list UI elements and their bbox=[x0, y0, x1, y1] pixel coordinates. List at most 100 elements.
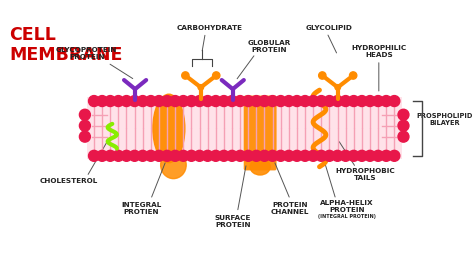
Circle shape bbox=[332, 95, 343, 106]
Circle shape bbox=[89, 95, 100, 106]
Text: HYDROPHOBIC
TAILS: HYDROPHOBIC TAILS bbox=[335, 168, 395, 181]
Circle shape bbox=[227, 95, 237, 106]
Circle shape bbox=[300, 150, 310, 161]
Circle shape bbox=[162, 95, 173, 106]
Circle shape bbox=[356, 150, 367, 161]
Circle shape bbox=[316, 95, 327, 106]
Text: GLOBULAR
PROTEIN: GLOBULAR PROTEIN bbox=[247, 40, 291, 53]
Text: CHOLESTEROL: CHOLESTEROL bbox=[39, 178, 98, 184]
Circle shape bbox=[219, 150, 229, 161]
Text: CELL
MEMBRANE: CELL MEMBRANE bbox=[9, 26, 122, 64]
Circle shape bbox=[267, 150, 278, 161]
Circle shape bbox=[324, 95, 335, 106]
Circle shape bbox=[373, 95, 383, 106]
Text: (INTEGRAL PROTEIN): (INTEGRAL PROTEIN) bbox=[318, 214, 376, 219]
Circle shape bbox=[202, 95, 213, 106]
Circle shape bbox=[186, 95, 197, 106]
Circle shape bbox=[170, 95, 181, 106]
Circle shape bbox=[198, 85, 203, 90]
Text: PROSPHOLIPID
BILAYER: PROSPHOLIPID BILAYER bbox=[416, 113, 473, 126]
Ellipse shape bbox=[161, 151, 186, 179]
Circle shape bbox=[332, 150, 343, 161]
Text: CARBOHYDRATE: CARBOHYDRATE bbox=[177, 25, 243, 31]
Circle shape bbox=[137, 95, 148, 106]
Circle shape bbox=[398, 109, 409, 120]
Circle shape bbox=[210, 95, 221, 106]
Text: GLYCOPROTEIN
PROTEIN: GLYCOPROTEIN PROTEIN bbox=[56, 47, 118, 60]
Text: HYDROPHILIC
HEADS: HYDROPHILIC HEADS bbox=[351, 45, 406, 58]
Circle shape bbox=[259, 150, 270, 161]
Circle shape bbox=[283, 95, 294, 106]
Circle shape bbox=[162, 150, 173, 161]
Circle shape bbox=[97, 150, 108, 161]
Circle shape bbox=[121, 95, 132, 106]
Circle shape bbox=[213, 72, 220, 79]
Circle shape bbox=[243, 150, 254, 161]
Text: SURFACE
PROTEIN: SURFACE PROTEIN bbox=[215, 215, 251, 228]
Circle shape bbox=[340, 95, 351, 106]
Circle shape bbox=[251, 150, 262, 161]
Circle shape bbox=[105, 95, 116, 106]
Circle shape bbox=[219, 95, 229, 106]
Circle shape bbox=[80, 131, 91, 142]
Circle shape bbox=[227, 150, 237, 161]
Circle shape bbox=[243, 95, 254, 106]
Circle shape bbox=[137, 150, 148, 161]
Circle shape bbox=[348, 95, 359, 106]
Circle shape bbox=[373, 150, 383, 161]
Circle shape bbox=[178, 95, 189, 106]
Circle shape bbox=[129, 95, 140, 106]
Circle shape bbox=[80, 120, 91, 131]
Circle shape bbox=[398, 131, 409, 142]
Circle shape bbox=[105, 150, 116, 161]
Circle shape bbox=[292, 150, 302, 161]
Circle shape bbox=[324, 150, 335, 161]
FancyBboxPatch shape bbox=[87, 97, 401, 160]
Circle shape bbox=[365, 150, 375, 161]
Circle shape bbox=[381, 150, 392, 161]
Circle shape bbox=[251, 95, 262, 106]
Circle shape bbox=[316, 150, 327, 161]
Ellipse shape bbox=[153, 94, 185, 163]
Circle shape bbox=[398, 120, 409, 131]
Circle shape bbox=[89, 150, 100, 161]
Circle shape bbox=[186, 150, 197, 161]
Circle shape bbox=[154, 95, 164, 106]
Text: ALPHA-HELIX
PROTEIN: ALPHA-HELIX PROTEIN bbox=[320, 201, 374, 213]
Circle shape bbox=[283, 150, 294, 161]
Circle shape bbox=[389, 150, 400, 161]
Circle shape bbox=[335, 85, 340, 90]
Circle shape bbox=[210, 150, 221, 161]
Circle shape bbox=[275, 150, 286, 161]
Circle shape bbox=[389, 95, 400, 106]
FancyBboxPatch shape bbox=[244, 95, 277, 171]
Circle shape bbox=[202, 150, 213, 161]
Circle shape bbox=[356, 95, 367, 106]
Circle shape bbox=[381, 95, 392, 106]
Circle shape bbox=[308, 150, 319, 161]
Circle shape bbox=[178, 150, 189, 161]
Circle shape bbox=[235, 150, 246, 161]
Circle shape bbox=[170, 150, 181, 161]
Circle shape bbox=[97, 95, 108, 106]
Circle shape bbox=[235, 95, 246, 106]
Circle shape bbox=[340, 150, 351, 161]
Circle shape bbox=[146, 95, 156, 106]
Text: PROTEIN
CHANNEL: PROTEIN CHANNEL bbox=[271, 202, 310, 215]
Circle shape bbox=[365, 95, 375, 106]
Circle shape bbox=[113, 150, 124, 161]
Circle shape bbox=[267, 95, 278, 106]
Circle shape bbox=[129, 150, 140, 161]
Circle shape bbox=[275, 95, 286, 106]
Circle shape bbox=[121, 150, 132, 161]
Circle shape bbox=[308, 95, 319, 106]
Circle shape bbox=[194, 95, 205, 106]
Circle shape bbox=[80, 109, 91, 120]
Circle shape bbox=[146, 150, 156, 161]
Circle shape bbox=[319, 72, 326, 79]
Circle shape bbox=[348, 150, 359, 161]
Ellipse shape bbox=[250, 159, 270, 175]
Circle shape bbox=[259, 95, 270, 106]
Circle shape bbox=[182, 72, 189, 79]
Circle shape bbox=[349, 72, 357, 79]
